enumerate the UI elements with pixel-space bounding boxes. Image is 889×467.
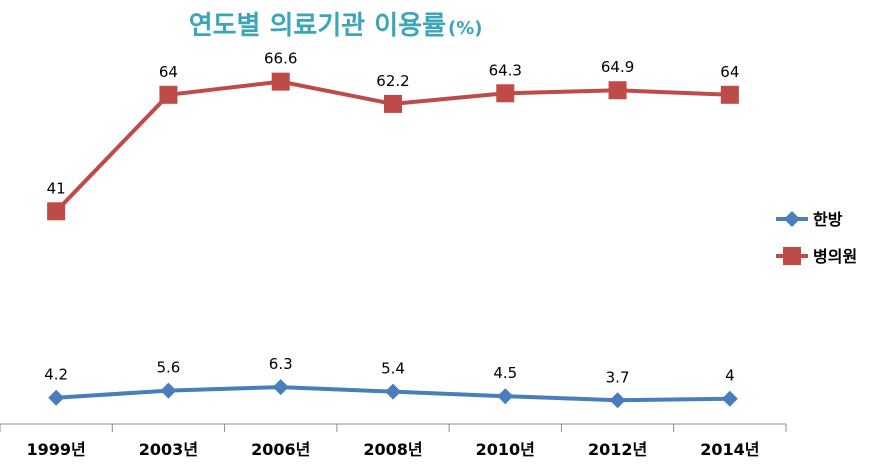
x-tick-label: 2003년 — [139, 440, 198, 459]
x-tick-label: 2010년 — [476, 440, 535, 459]
x-tick-label: 1999년 — [27, 440, 86, 459]
data-label: 41 — [47, 179, 66, 197]
x-tick-label: 2006년 — [251, 440, 310, 459]
data-label: 4 — [725, 367, 735, 385]
series-한방: 4.2 5.6 6.3 5.4 4.5 3.7 4 — [44, 355, 738, 409]
series-병의원: 41 64 66.6 62.2 64.3 64.9 64 — [47, 50, 739, 221]
data-point — [385, 383, 401, 400]
x-tick-label: 2008년 — [363, 440, 422, 459]
data-point — [609, 392, 626, 409]
legend-label: 병의원 — [813, 247, 857, 266]
data-point — [271, 72, 290, 91]
data-label: 5.6 — [156, 359, 180, 377]
data-label: 64 — [720, 63, 739, 81]
data-point — [160, 382, 177, 399]
data-point — [159, 85, 178, 104]
data-point — [720, 85, 739, 104]
data-label: 4.5 — [493, 364, 517, 382]
data-label: 66.6 — [264, 50, 297, 68]
chart-title: 연도별 의료기관 이용률 — [189, 11, 446, 41]
data-label: 62.2 — [376, 72, 409, 90]
legend-marker — [784, 211, 800, 227]
data-label: 64 — [159, 63, 178, 81]
data-point — [608, 81, 627, 100]
data-label: 3.7 — [606, 368, 630, 386]
legend-item: 한방 — [776, 210, 843, 229]
chart-title-unit: (%) — [448, 18, 483, 39]
x-tick-label: 2014년 — [700, 440, 759, 459]
data-label: 4.2 — [44, 366, 68, 384]
plot-area: 4.2 5.6 6.3 5.4 4.5 3.7 4 41 64 66.6 62.2 64.3 64.9 6… — [44, 50, 739, 409]
data-point — [497, 388, 514, 405]
data-point — [496, 84, 515, 103]
data-label: 5.4 — [381, 360, 405, 378]
data-label: 64.3 — [489, 61, 522, 79]
legend-marker — [783, 247, 801, 265]
x-axis: 1999년 2003년 2006년 2008년 2010년 2012년 2014년 — [0, 423, 787, 459]
data-point — [272, 379, 289, 396]
x-tick-label: 2012년 — [588, 440, 647, 459]
data-point — [48, 389, 65, 406]
data-point — [384, 94, 402, 113]
data-point — [47, 202, 66, 221]
data-label: 64.9 — [601, 58, 634, 76]
legend-item: 병의원 — [776, 247, 857, 266]
legend-label: 한방 — [813, 210, 843, 229]
data-label: 6.3 — [269, 355, 293, 373]
data-point — [721, 390, 738, 407]
